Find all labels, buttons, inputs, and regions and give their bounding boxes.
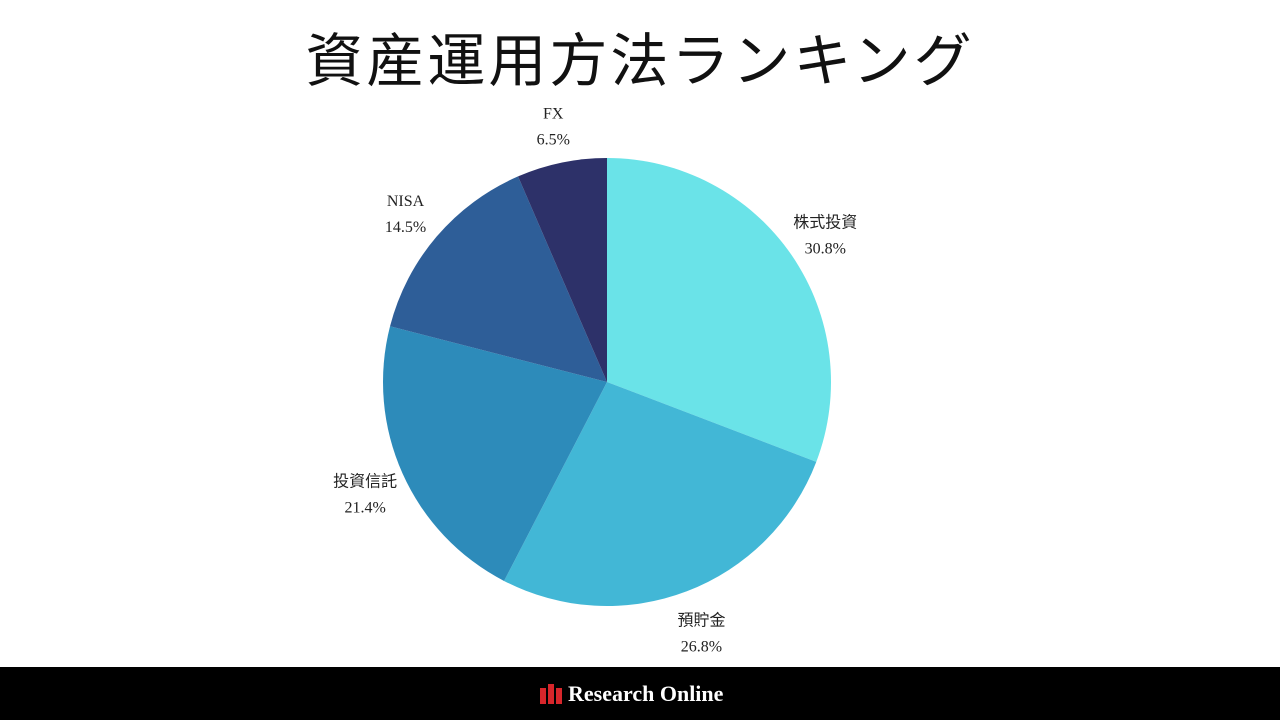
slice-label: FX bbox=[543, 106, 564, 123]
footer-brand: Research Online bbox=[540, 679, 723, 709]
slice-value-label: 14.5% bbox=[385, 219, 426, 236]
pie-chart: 株式投資 30.8% 預貯金 26.8% 投資信託 21.4% NISA 14.5% FX 6.5… bbox=[333, 106, 857, 656]
slice-value-label: 26.8% bbox=[681, 639, 722, 656]
footer-brand-text: Research Online bbox=[568, 681, 724, 706]
chart-title: 資産運用方法ランキング bbox=[305, 27, 975, 95]
pie-labels: 株式投資 30.8% 預貯金 26.8% 投資信託 21.4% NISA 14.5% FX 6.5… bbox=[333, 106, 857, 656]
slice-label: 投資信託 bbox=[333, 472, 397, 490]
pie-slice bbox=[607, 158, 832, 462]
pie-slices bbox=[382, 158, 832, 606]
slice-label: 株式投資 bbox=[793, 214, 857, 232]
slice-label: 預貯金 bbox=[677, 612, 725, 630]
pie-slice bbox=[382, 326, 607, 581]
footer-bar: Research Online bbox=[0, 667, 1280, 720]
slice-value-label: 6.5% bbox=[537, 132, 570, 149]
slice-label: NISA bbox=[387, 193, 425, 210]
slice-value-label: 21.4% bbox=[344, 499, 385, 516]
slice-value-label: 30.8% bbox=[805, 241, 846, 258]
pie-slice bbox=[518, 158, 607, 382]
research-online-logo-icon bbox=[540, 684, 562, 704]
pie-slice bbox=[504, 382, 817, 606]
pie-slice bbox=[390, 176, 607, 382]
